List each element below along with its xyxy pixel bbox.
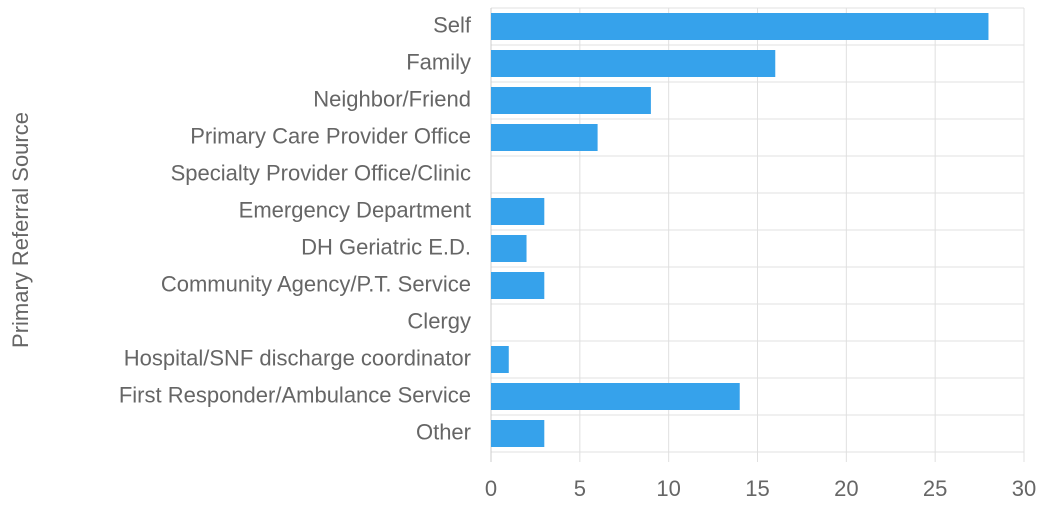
- bar: [491, 124, 598, 151]
- x-tick-label: 20: [834, 476, 858, 501]
- bar: [491, 383, 740, 410]
- y-tick-label: Clergy: [407, 308, 471, 333]
- y-tick-label: Emergency Department: [239, 197, 471, 222]
- y-tick-label: Self: [433, 12, 472, 37]
- bar: [491, 87, 651, 114]
- y-tick-label: Hospital/SNF discharge coordinator: [124, 345, 471, 370]
- bar: [491, 198, 545, 225]
- bar: [491, 50, 776, 77]
- y-tick-label: First Responder/Ambulance Service: [119, 382, 471, 407]
- y-tick-label: DH Geriatric E.D.: [301, 234, 471, 259]
- y-tick-label: Primary Care Provider Office: [190, 123, 471, 148]
- x-tick-label: 30: [1012, 476, 1036, 501]
- x-tick-label: 25: [923, 476, 947, 501]
- y-tick-label: Other: [416, 419, 471, 444]
- y-tick-label: Specialty Provider Office/Clinic: [171, 160, 471, 185]
- bar: [491, 13, 989, 40]
- bar: [491, 346, 509, 373]
- y-axis-label: Primary Referral Source: [8, 112, 33, 348]
- x-tick-label: 15: [745, 476, 769, 501]
- x-tick-label: 5: [574, 476, 586, 501]
- bar: [491, 272, 545, 299]
- y-tick-label: Family: [406, 49, 471, 74]
- x-tick-label: 0: [485, 476, 497, 501]
- y-tick-label: Community Agency/P.T. Service: [161, 271, 471, 296]
- y-tick-label: Neighbor/Friend: [313, 86, 471, 111]
- x-tick-label: 10: [656, 476, 680, 501]
- bar: [491, 235, 527, 262]
- bar: [491, 420, 545, 447]
